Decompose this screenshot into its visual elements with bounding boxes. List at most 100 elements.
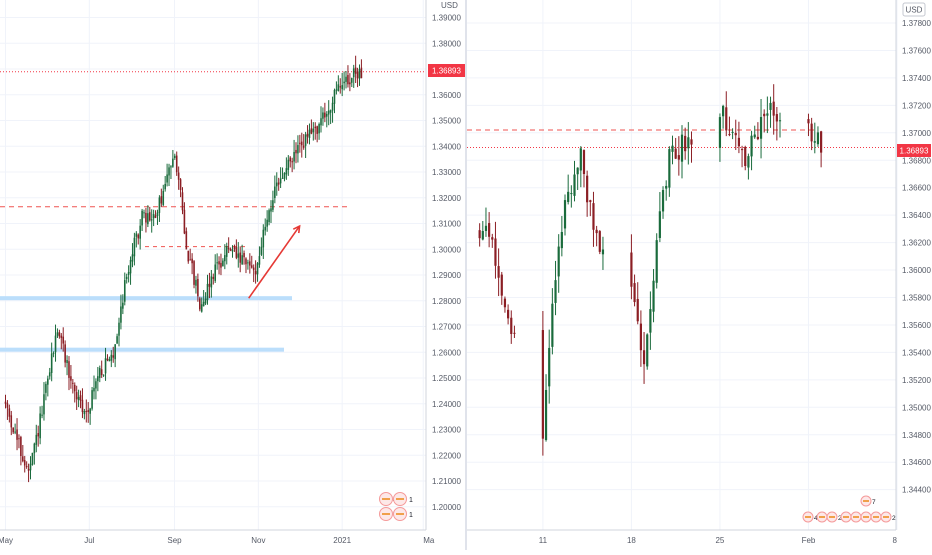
left-candle <box>275 172 278 196</box>
left-candle <box>349 73 351 92</box>
right-candle <box>810 117 813 151</box>
right-event-badges[interactable]: 4122383627 <box>802 495 896 523</box>
event-badge[interactable]: 7 <box>860 495 876 507</box>
left-candle <box>10 410 13 436</box>
event-badge[interactable]: 1 <box>393 507 414 521</box>
left-candle <box>135 231 138 248</box>
right-candle <box>769 96 772 128</box>
left-candle <box>202 290 205 307</box>
right-x-tick-label: 18 <box>627 536 636 545</box>
right-y-tick-label: 1.35000 <box>902 403 931 412</box>
left-candle <box>281 167 284 179</box>
left-event-badges[interactable]: 4171 <box>379 492 414 521</box>
right-y-tick-label: 1.34800 <box>902 431 931 440</box>
right-y-tick-label: 1.34600 <box>902 458 931 467</box>
left-candle <box>229 247 232 252</box>
left-candle <box>329 109 332 125</box>
left-candle <box>318 122 320 140</box>
left-candle <box>333 88 336 114</box>
left-candle <box>160 188 163 208</box>
left-candle <box>129 256 132 285</box>
left-candle <box>220 253 222 276</box>
left-candle <box>60 333 63 350</box>
left-y-tick-label: 1.39000 <box>432 14 461 23</box>
left-candle <box>12 427 14 434</box>
left-candle <box>137 233 140 245</box>
left-last-price-tag: 1.36893 <box>428 64 465 77</box>
left-candle <box>316 125 318 143</box>
left-candle <box>168 163 170 187</box>
left-candle <box>264 218 267 236</box>
event-badge[interactable]: 2 <box>880 511 896 523</box>
left-candle <box>77 389 80 408</box>
left-candle <box>131 243 134 268</box>
left-candle <box>347 65 349 88</box>
badge-count: 1 <box>409 512 413 519</box>
left-candle <box>185 227 188 250</box>
right-candle <box>687 122 690 165</box>
right-candle <box>557 234 560 293</box>
right-candle <box>541 310 544 456</box>
left-chart-pane[interactable]: 4171 <box>0 0 426 530</box>
right-y-tick-label: 1.36600 <box>902 184 931 193</box>
left-candle <box>358 64 361 86</box>
right-y-tick-label: 1.36800 <box>902 156 931 165</box>
left-time-axis[interactable]: May Jul Sep Nov 2021 Ma <box>0 529 435 545</box>
left-candle <box>41 405 43 419</box>
right-candle <box>639 310 642 367</box>
left-candle <box>295 142 297 164</box>
left-candle <box>247 259 249 270</box>
right-candle <box>582 149 586 188</box>
right-candle <box>775 106 778 141</box>
left-x-tick-label: Nov <box>251 536 265 545</box>
left-grid <box>0 0 426 530</box>
left-candle <box>125 273 128 284</box>
right-candle <box>554 260 557 316</box>
right-y-tick-label: 1.37200 <box>902 101 931 110</box>
left-candle <box>8 404 11 423</box>
left-candle <box>95 378 97 400</box>
arrow-head <box>292 224 301 234</box>
left-price-axis[interactable]: USD 1.390001.380001.370001.360001.350001… <box>425 0 465 530</box>
left-candle <box>191 253 193 275</box>
right-chart-pane[interactable]: 4122383627 <box>467 0 898 530</box>
currency-button[interactable] <box>902 2 926 17</box>
right-time-axis[interactable]: 11 18 25 Feb 8 <box>467 529 898 545</box>
left-candle <box>274 175 276 204</box>
left-candle <box>312 122 315 141</box>
left-candle <box>181 187 184 215</box>
event-badge[interactable]: 4 <box>802 511 818 523</box>
left-candle <box>233 244 236 252</box>
left-candle <box>210 269 213 298</box>
right-candle <box>586 170 589 217</box>
right-x-tick-label: Feb <box>802 536 816 545</box>
left-candle <box>339 78 342 94</box>
arrow-shaft <box>248 225 301 299</box>
left-candle <box>16 418 18 451</box>
event-badge[interactable]: 1 <box>393 492 414 506</box>
left-candle <box>143 209 145 219</box>
left-candle <box>354 55 357 84</box>
left-candle <box>39 406 41 445</box>
left-candle <box>33 442 36 465</box>
left-candle <box>254 260 257 284</box>
left-candle <box>93 375 95 400</box>
right-price-axis[interactable]: USD 1.37800 1.37600 1.37400 1.37200 1.37000 1… <box>895 0 931 530</box>
event-badge[interactable]: 2 <box>826 511 842 523</box>
pane-divider[interactable] <box>465 0 467 550</box>
right-y-tick-label: 1.36200 <box>902 239 931 248</box>
right-x-tick-label: 8 <box>893 536 898 545</box>
left-candle <box>314 122 317 140</box>
right-grid <box>467 0 898 530</box>
left-candle <box>350 77 353 88</box>
right-candle <box>497 248 500 297</box>
left-y-tick-label: 1.24000 <box>432 400 461 409</box>
right-candle <box>661 186 665 219</box>
left-candle <box>304 131 307 159</box>
right-candle <box>642 331 646 384</box>
right-candle <box>756 122 759 141</box>
left-candle <box>285 157 288 180</box>
right-candle <box>579 146 582 188</box>
left-x-tick-label: Ma <box>423 536 435 545</box>
